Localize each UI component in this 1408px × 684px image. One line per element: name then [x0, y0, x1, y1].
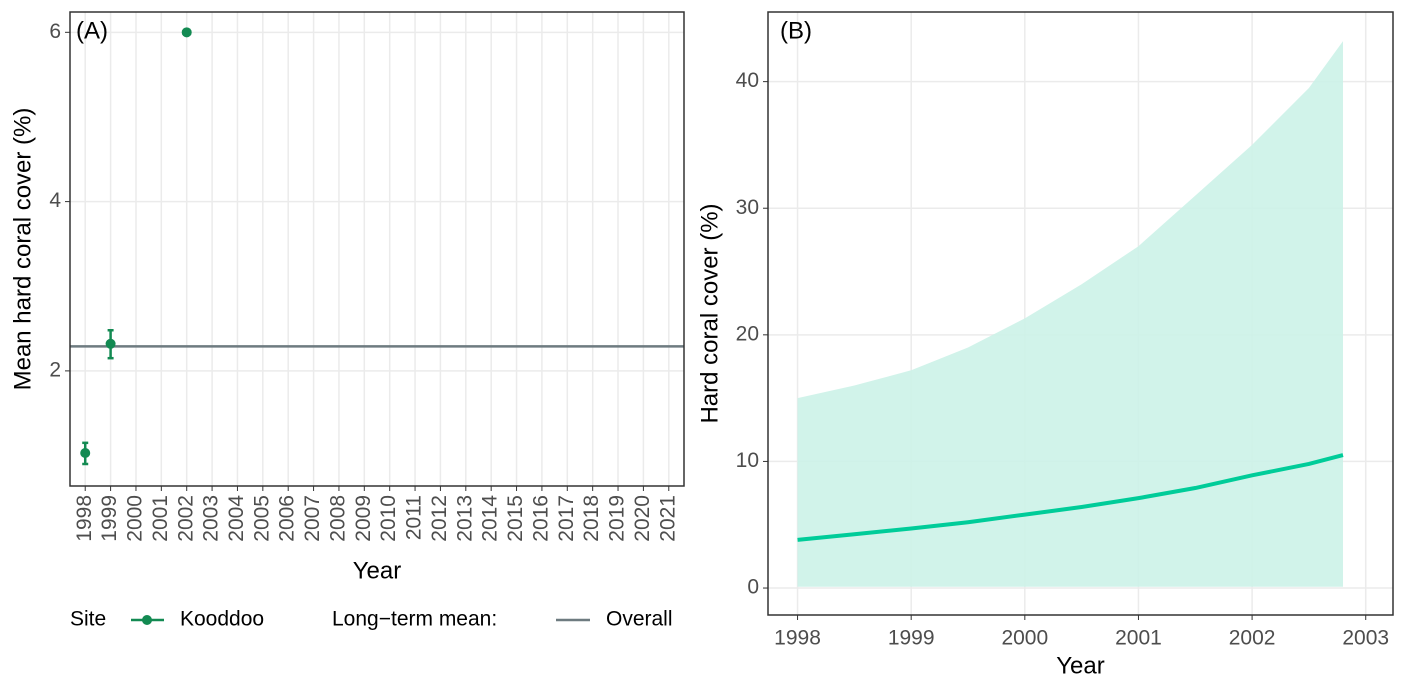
x-tick-label: 1999 [888, 627, 935, 650]
x-tick-label: 2003 [200, 495, 223, 542]
x-tick-label: 2015 [504, 495, 527, 542]
x-tick-label: 2018 [580, 495, 603, 542]
x-tick-label: 2009 [352, 495, 375, 542]
x-tick-label: 1998 [774, 627, 821, 650]
legend-title: Long−term mean: [332, 608, 497, 631]
x-tick-label: 2021 [656, 495, 679, 542]
y-axis-title: Hard coral cover (%) [696, 203, 723, 423]
y-tick-label: 4 [49, 189, 61, 212]
x-tick-label: 2002 [1229, 627, 1276, 650]
y-tick-label: 30 [736, 196, 759, 219]
x-tick-label: 2019 [606, 495, 629, 542]
y-axis-title: Mean hard coral cover (%) [9, 108, 36, 391]
x-tick-label: 2007 [301, 495, 324, 542]
legend-key [142, 615, 152, 625]
x-tick-label: 2011 [403, 495, 426, 540]
x-tick-label: 2001 [149, 495, 172, 542]
y-tick-label: 10 [736, 449, 759, 472]
panel-label: (A) [76, 17, 108, 44]
x-tick-label: 2013 [453, 495, 476, 542]
y-tick-label: 2 [49, 358, 61, 381]
point [80, 447, 91, 458]
x-tick-label: 2005 [250, 495, 273, 542]
x-tick-label: 2016 [529, 495, 552, 542]
panel-border [69, 11, 685, 487]
legend-label: Kooddoo [180, 608, 264, 631]
y-tick-label: 40 [736, 69, 759, 92]
x-tick-label: 2014 [479, 495, 502, 542]
point [181, 27, 192, 38]
x-tick-label: 2020 [631, 495, 654, 542]
x-tick-label: 2010 [377, 495, 400, 542]
panel-label: (B) [780, 17, 812, 44]
x-axis-title: Year [1056, 652, 1105, 679]
panel-border [767, 11, 1394, 616]
x-axis-title: Year [353, 557, 402, 584]
y-tick-label: 6 [49, 20, 61, 43]
x-tick-label: 2017 [555, 495, 578, 542]
x-tick-label: 2002 [174, 495, 197, 542]
x-tick-label: 2001 [1115, 627, 1162, 650]
legend-title: Site [70, 608, 106, 631]
x-tick-label: 2000 [124, 495, 147, 542]
x-tick-label: 2003 [1342, 627, 1389, 650]
y-tick-label: 20 [736, 322, 759, 345]
legend-label: Overall [606, 608, 673, 631]
x-tick-label: 2008 [326, 495, 349, 542]
line [797, 453, 1344, 542]
x-tick-label: 2006 [276, 495, 299, 542]
x-tick-label: 2000 [1001, 627, 1048, 650]
ribbon [797, 41, 1343, 587]
y-tick-label: 0 [747, 576, 759, 599]
x-tick-label: 1999 [98, 495, 121, 542]
x-tick-label: 2004 [225, 495, 248, 542]
x-tick-label: 1998 [73, 495, 96, 542]
x-tick-label: 2012 [428, 495, 451, 542]
point [105, 338, 116, 349]
